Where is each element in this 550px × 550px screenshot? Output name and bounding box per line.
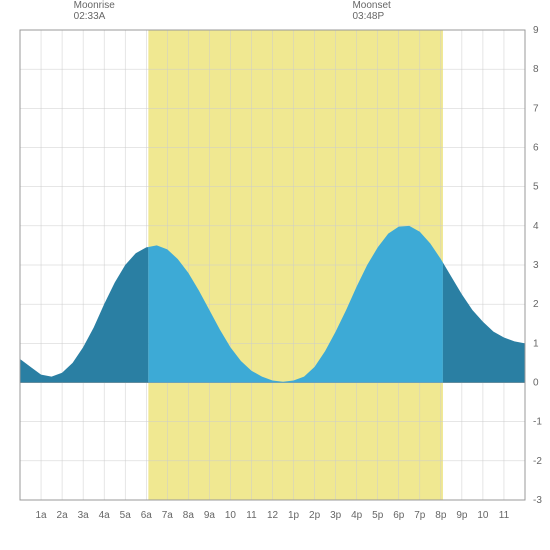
- x-tick-label: 12: [267, 510, 279, 521]
- chart-svg: -3-2-101234567891a2a3a4a5a6a7a8a9a101112…: [0, 0, 550, 550]
- header-value: 03:48P: [352, 11, 390, 22]
- x-tick-label: 8p: [435, 510, 447, 521]
- x-tick-label: 7a: [162, 510, 174, 521]
- x-tick-label: 10: [477, 510, 489, 521]
- y-tick-label: 2: [533, 299, 539, 310]
- y-tick-label: 5: [533, 182, 539, 193]
- header-moonrise: Moonrise02:33A: [74, 0, 115, 22]
- y-tick-label: 7: [533, 103, 539, 114]
- x-tick-label: 1p: [288, 510, 300, 521]
- x-tick-label: 4p: [351, 510, 363, 521]
- x-tick-label: 8a: [183, 510, 195, 521]
- x-tick-label: 5a: [120, 510, 132, 521]
- x-tick-label: 2p: [309, 510, 321, 521]
- y-tick-label: 8: [533, 64, 539, 75]
- header-labels: Moonrise02:33A Moonset03:48P: [0, 0, 550, 30]
- x-tick-label: 9a: [204, 510, 216, 521]
- x-tick-label: 4a: [99, 510, 111, 521]
- header-moonset: Moonset03:48P: [352, 0, 390, 22]
- y-tick-label: 3: [533, 260, 539, 271]
- y-tick-label: -3: [533, 495, 542, 506]
- x-tick-label: 9p: [456, 510, 468, 521]
- x-tick-label: 3p: [330, 510, 342, 521]
- y-tick-label: 4: [533, 221, 539, 232]
- y-tick-label: 6: [533, 143, 539, 154]
- y-tick-label: 1: [533, 338, 539, 349]
- x-tick-label: 10: [225, 510, 237, 521]
- x-tick-label: 6p: [393, 510, 405, 521]
- y-tick-label: -1: [533, 417, 542, 428]
- tide-night-2: [443, 263, 525, 383]
- y-tick-label: 0: [533, 378, 539, 389]
- x-tick-label: 2a: [57, 510, 69, 521]
- header-title: Moonset: [352, 0, 390, 11]
- x-tick-label: 6a: [141, 510, 153, 521]
- header-value: 02:33A: [74, 11, 115, 22]
- x-tick-label: 1a: [35, 510, 47, 521]
- header-title: Moonrise: [74, 0, 115, 11]
- x-tick-label: 5p: [372, 510, 384, 521]
- tide-chart: Moonrise02:33AMoonset03:48P -3-2-1012345…: [0, 0, 550, 550]
- tide-night-1: [20, 247, 148, 383]
- y-tick-label: -2: [533, 456, 542, 467]
- x-tick-label: 7p: [414, 510, 426, 521]
- x-tick-label: 3a: [78, 510, 90, 521]
- x-tick-label: 11: [499, 510, 510, 521]
- x-tick-label: 11: [246, 510, 257, 521]
